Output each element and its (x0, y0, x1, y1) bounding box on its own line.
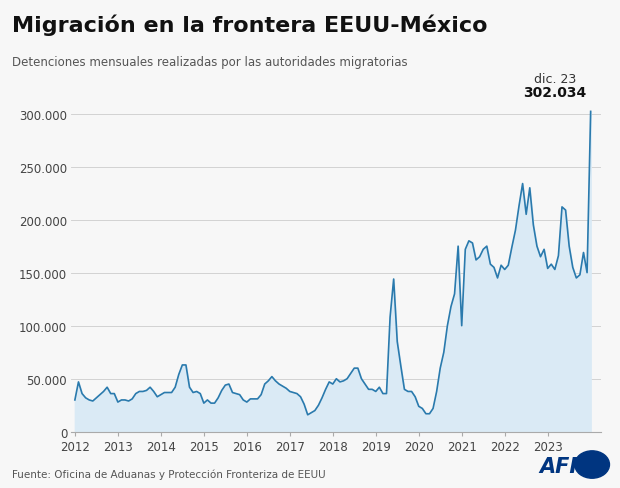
Text: dic. 23: dic. 23 (534, 73, 576, 86)
Text: AFP: AFP (539, 456, 585, 476)
Circle shape (575, 451, 609, 478)
Text: Fuente: Oficina de Aduanas y Protección Fronteriza de EEUU: Fuente: Oficina de Aduanas y Protección … (12, 469, 326, 479)
Text: Detenciones mensuales realizadas por las autoridades migratorias: Detenciones mensuales realizadas por las… (12, 56, 408, 69)
Text: 302.034: 302.034 (523, 85, 587, 100)
Text: Migración en la frontera EEUU-México: Migración en la frontera EEUU-México (12, 15, 488, 36)
